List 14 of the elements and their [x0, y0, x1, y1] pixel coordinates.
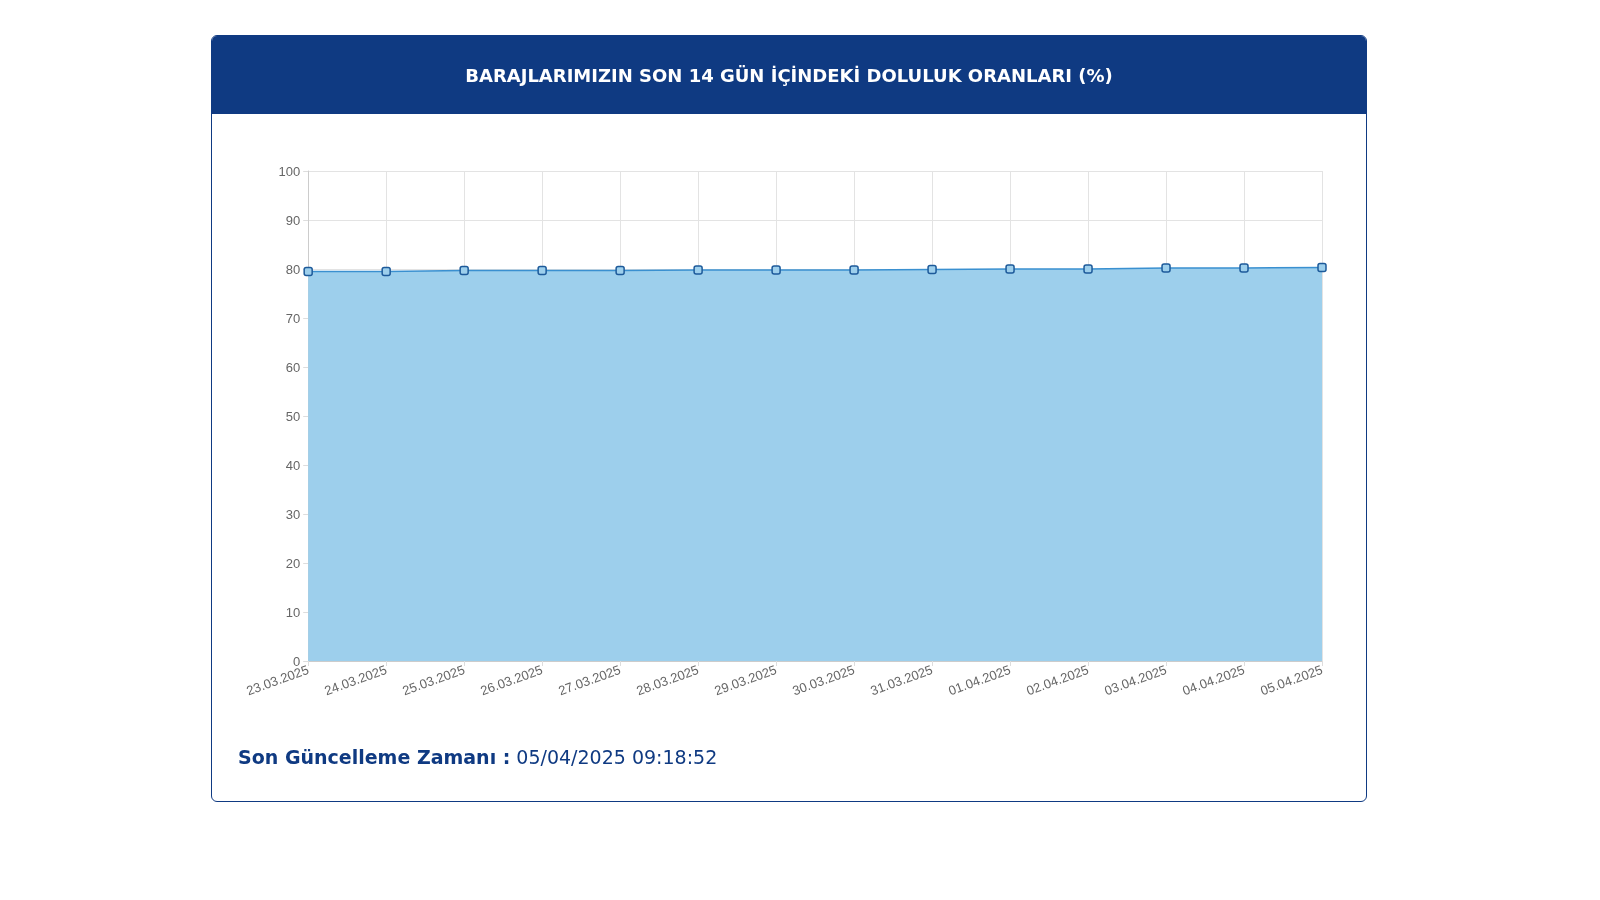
y-tick-label: 90: [285, 212, 301, 228]
y-tick-label: 60: [285, 359, 301, 375]
y-tick-label: 30: [285, 506, 301, 522]
y-tick-label: 10: [285, 604, 301, 620]
chart-title: BARAJLARIMIZIN SON 14 GÜN İÇİNDEKİ DOLULUK ORANLARI (%): [212, 36, 1366, 114]
y-tick-label: 40: [285, 457, 301, 473]
text: 05/04/2025 09:18:52: [516, 746, 718, 768]
y-tick-label: 70: [285, 310, 301, 326]
text: Son Güncelleme Zamanı :: [238, 746, 511, 768]
y-tick-label: 0: [292, 653, 301, 669]
y-tick-label: 100: [278, 163, 301, 179]
y-tick-label: 50: [285, 408, 301, 424]
y-tick-label: 20: [285, 555, 301, 571]
y-tick-label: 80: [285, 261, 301, 277]
